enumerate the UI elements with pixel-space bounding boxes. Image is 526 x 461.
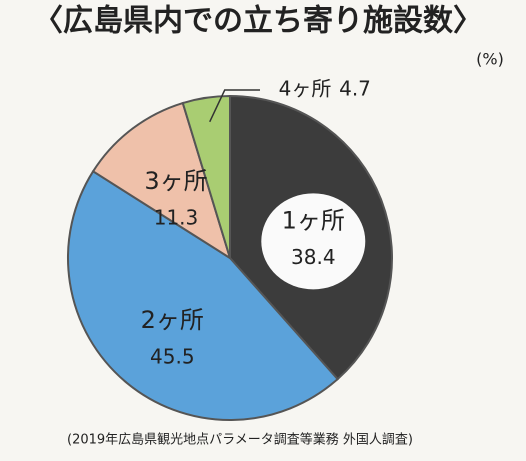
slice-value: 45.5 [150, 344, 195, 368]
slice-category: 1ヶ所 [282, 206, 345, 234]
slice-category: 2ヶ所 [141, 306, 204, 334]
label-background [261, 193, 366, 290]
chart-title: 〈広島県内での立ち寄り施設数〉 [33, 4, 483, 39]
pie-slice [67, 169, 340, 421]
pie-slice [91, 101, 232, 261]
slice-value: 38.4 [291, 245, 336, 269]
slice-category: 3ヶ所 [144, 167, 207, 195]
unit-label: (%) [476, 50, 504, 69]
leader-line [209, 89, 260, 123]
slice-value: 11.3 [154, 206, 199, 230]
slice-value: 4.7 [339, 77, 371, 101]
pie-slice [181, 94, 231, 259]
slice-category: 4ヶ所 [279, 77, 332, 101]
source-note: (2019年広島県観光地点パラメータ調査等業務 外国人調査) [67, 432, 413, 448]
